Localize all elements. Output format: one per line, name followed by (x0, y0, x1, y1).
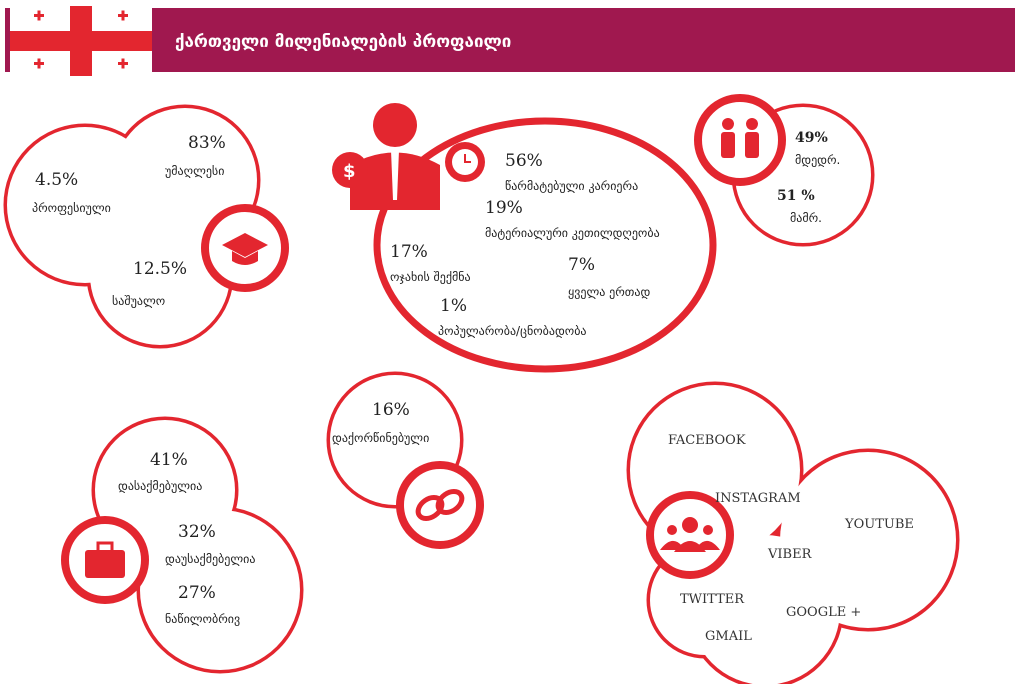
social-label: TWITTER (680, 592, 745, 607)
stat-label: წარმატებული კარიერა (505, 179, 638, 193)
stat-value: 16% (372, 400, 410, 420)
goals-ellipse (373, 117, 717, 373)
stat-value: 49% (795, 130, 828, 146)
stat-label: უმაღლესი (165, 164, 224, 178)
social-label: VIBER (767, 547, 813, 562)
header-band (5, 8, 1015, 72)
education-cloud (3, 104, 289, 349)
stat-value: 51 % (777, 188, 815, 204)
flag (10, 6, 152, 76)
employment-cloud (61, 416, 304, 674)
social-label: GOOGLE + (786, 605, 861, 620)
stat-value: 1% (440, 296, 467, 316)
social-label: YOUTUBE (844, 517, 914, 532)
stat-label: ნაწილობრივ (165, 612, 240, 626)
social-cloud (626, 381, 960, 684)
title: ქართველი მილენიალების პროფაილი (175, 32, 511, 52)
stat-label: საშუალო (112, 294, 165, 308)
stat-value: 4.5% (35, 170, 78, 190)
stat-label: დაქორწინებული (332, 431, 429, 445)
stat-label: დასაქმებულია (118, 479, 202, 493)
svg-text:$: $ (343, 161, 356, 182)
stat-label: ოჯახის შექმნა (390, 270, 471, 284)
stat-value: 83% (188, 133, 226, 153)
stat-value: 41% (150, 450, 188, 470)
stat-label: ყველა ერთად (568, 285, 650, 299)
social-label: FACEBOOK (668, 433, 746, 448)
social-label: INSTAGRAM (715, 491, 801, 506)
stat-value: 7% (568, 255, 595, 275)
stat-label: პროფესიული (32, 201, 111, 215)
stat-value: 56% (505, 151, 543, 171)
stat-value: 17% (390, 242, 428, 262)
stat-value: 32% (178, 522, 216, 542)
stat-label: მდედრ. (795, 153, 840, 167)
stat-label: დაუსაქმებელია (165, 552, 255, 566)
marital-cloud (326, 371, 484, 549)
stat-value: 19% (485, 198, 523, 218)
stat-value: 12.5% (133, 259, 187, 279)
gender-cloud (694, 94, 875, 247)
stat-label: მამრ. (790, 211, 822, 225)
stat-label: პოპულარობა/ცნობადობა (438, 324, 587, 338)
social-label: GMAIL (705, 629, 752, 644)
stat-value: 27% (178, 583, 216, 603)
career-icon: $ (332, 103, 485, 210)
stat-label: მატერიალური კეთილდღეობა (485, 226, 660, 240)
